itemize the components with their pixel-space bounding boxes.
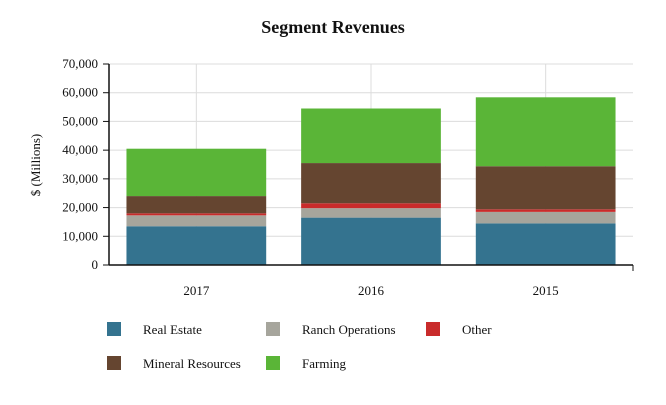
legend-label: Ranch Operations: [302, 322, 396, 337]
y-tick-label: 0: [92, 257, 99, 272]
y-tick-label: 10,000: [62, 228, 98, 243]
y-tick-label: 30,000: [62, 171, 98, 186]
axes: [103, 63, 634, 271]
bar-other-2015: [475, 209, 616, 212]
y-tick-label: 60,000: [62, 85, 98, 100]
x-tick-label: 2015: [533, 283, 559, 298]
legend-label: Mineral Resources: [143, 356, 241, 371]
bar-real-estate-2016: [301, 217, 441, 265]
y-tick-label: 50,000: [62, 113, 98, 128]
legend-item-real-estate: Real Estate: [107, 322, 202, 337]
x-tick-label: 2016: [358, 283, 385, 298]
bar-mineral-resources-2016: [301, 163, 441, 204]
bar-mineral-resources-2015: [475, 166, 616, 210]
bar-other-2017: [126, 213, 267, 216]
bars: [126, 97, 616, 265]
axis-labels: 0 10,000 20,000 30,000 40,000 50,000 60,000 70,…: [62, 56, 558, 298]
bar-mineral-resources-2017: [126, 196, 267, 214]
bar-ranch-operations-2017: [126, 215, 267, 227]
chart-title: Segment Revenues: [261, 17, 404, 37]
bar-farming-2015: [475, 97, 616, 167]
legend-item-other: Other: [426, 322, 492, 337]
bar-real-estate-2015: [475, 223, 616, 265]
y-axis-label: $ (Millions): [28, 134, 43, 196]
legend-item-ranch-operations: Ranch Operations: [266, 322, 396, 337]
bar-farming-2017: [126, 148, 267, 197]
legend-swatch: [266, 322, 280, 336]
legend-item-farming: Farming: [266, 356, 347, 371]
bar-ranch-operations-2015: [475, 211, 616, 224]
y-tick-label: 20,000: [62, 200, 98, 215]
bar-ranch-operations-2016: [301, 208, 441, 218]
legend-swatch: [107, 356, 121, 370]
legend-swatch: [266, 356, 280, 370]
legend-label: Other: [462, 322, 492, 337]
bar-real-estate-2017: [126, 226, 267, 265]
legend-label: Real Estate: [143, 322, 202, 337]
legend: Real Estate Ranch Operations Other Mineral …: [107, 322, 492, 371]
y-tick-label: 40,000: [62, 142, 98, 157]
x-tick-label: 2017: [183, 283, 210, 298]
legend-swatch: [426, 322, 440, 336]
y-tick-label: 70,000: [62, 56, 98, 71]
bar-farming-2016: [301, 108, 441, 164]
legend-swatch: [107, 322, 121, 336]
legend-label: Farming: [302, 356, 347, 371]
bar-other-2016: [301, 203, 441, 209]
legend-item-mineral-resources: Mineral Resources: [107, 356, 241, 371]
